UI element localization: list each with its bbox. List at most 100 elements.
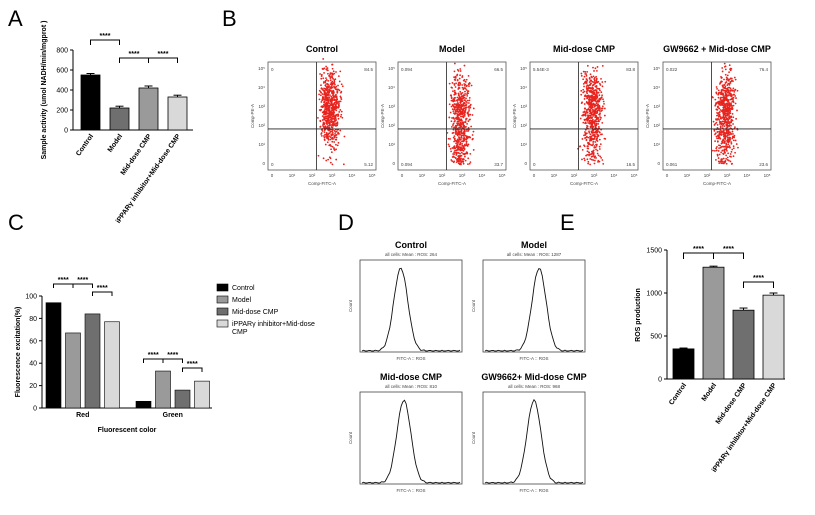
- event-dot: [469, 106, 472, 109]
- event-dot: [716, 153, 719, 156]
- event-dot: [466, 101, 468, 104]
- y-tick-label: 10²: [520, 123, 527, 128]
- event-dot: [730, 93, 732, 95]
- event-dot: [589, 107, 592, 109]
- event-dot: [462, 149, 465, 152]
- event-dot: [579, 145, 582, 148]
- x-axis-label: FITC-A :: ROS: [519, 356, 548, 361]
- event-dot: [448, 82, 451, 85]
- event-dot: [592, 108, 594, 111]
- event-dot: [461, 110, 464, 113]
- event-dot: [732, 133, 734, 135]
- event-dot: [586, 125, 589, 128]
- event-dot: [722, 108, 725, 111]
- event-dot: [336, 106, 339, 109]
- event-dot: [328, 90, 331, 93]
- event-dot: [723, 106, 726, 109]
- event-dot: [320, 134, 323, 137]
- event-dot: [717, 96, 720, 99]
- significance-label: ****: [58, 277, 69, 284]
- event-dot: [469, 161, 472, 164]
- event-dot: [719, 83, 721, 85]
- event-dot: [714, 98, 717, 101]
- quadrant-value: 0: [271, 162, 274, 167]
- event-dot: [447, 143, 450, 146]
- event-dot: [734, 95, 737, 97]
- event-dot: [454, 75, 457, 78]
- event-dot: [324, 133, 327, 136]
- event-dot: [594, 134, 596, 136]
- x-tick-label: 10⁵: [764, 173, 771, 178]
- event-dot: [334, 94, 337, 97]
- event-dot: [591, 150, 594, 153]
- event-dot: [716, 123, 719, 126]
- x-tick-label: 10¹: [419, 173, 426, 178]
- event-dot: [335, 119, 338, 121]
- event-dot: [728, 111, 731, 114]
- event-dot: [595, 77, 598, 80]
- quadrant-value: 83.8: [626, 67, 635, 72]
- event-dot: [589, 112, 591, 115]
- event-dot: [596, 149, 599, 152]
- event-dot: [732, 96, 735, 99]
- event-dot: [466, 151, 469, 154]
- x-tick-label: Mid-dose CMP: [120, 133, 154, 177]
- event-dot: [322, 58, 325, 60]
- event-dot: [333, 101, 336, 104]
- event-dot: [737, 146, 739, 149]
- event-dot: [716, 87, 718, 90]
- event-dot: [322, 96, 325, 98]
- event-dot: [321, 115, 324, 118]
- event-dot: [456, 96, 459, 99]
- event-dot: [722, 109, 725, 112]
- y-tick-label: 10⁵: [388, 66, 395, 71]
- legend-swatch: [216, 295, 229, 304]
- event-dot: [453, 99, 456, 102]
- event-dot: [461, 147, 463, 150]
- event-dot: [586, 64, 589, 67]
- event-dot: [458, 131, 461, 134]
- event-dot: [325, 121, 328, 123]
- event-dot: [594, 67, 597, 70]
- significance-bracket: [162, 358, 183, 363]
- event-dot: [726, 94, 729, 97]
- x-tick-label: Model: [701, 382, 718, 403]
- event-dot: [593, 155, 595, 158]
- legend-label: Mid-dose CMP: [232, 309, 279, 316]
- y-axis-label: Comp-PE-A: [645, 104, 650, 128]
- event-dot: [327, 139, 330, 141]
- event-dot: [333, 72, 336, 75]
- event-dot: [460, 154, 463, 157]
- event-dot: [324, 85, 327, 87]
- event-dot: [333, 123, 335, 125]
- event-dot: [591, 80, 594, 83]
- x-tick-label: 0: [666, 173, 669, 178]
- event-dot: [730, 142, 733, 145]
- event-dot: [598, 113, 601, 116]
- event-dot: [450, 159, 453, 161]
- event-dot: [584, 71, 587, 73]
- event-dot: [596, 152, 599, 155]
- event-dot: [452, 105, 455, 108]
- event-dot: [324, 125, 327, 128]
- event-dot: [718, 134, 721, 136]
- event-dot: [580, 93, 583, 96]
- event-dot: [325, 79, 328, 81]
- event-dot: [595, 139, 598, 141]
- event-dot: [713, 149, 716, 152]
- event-dot: [724, 145, 727, 148]
- event-dot: [600, 77, 602, 80]
- event-dot: [591, 99, 594, 102]
- event-dot: [724, 140, 726, 143]
- event-dot: [339, 129, 342, 132]
- event-dot: [329, 113, 331, 116]
- event-dot: [335, 113, 338, 116]
- event-dot: [472, 149, 475, 151]
- event-dot: [723, 131, 725, 134]
- histogram-line: [361, 267, 461, 352]
- event-dot: [455, 149, 458, 152]
- event-dot: [333, 134, 336, 137]
- event-dot: [602, 98, 604, 101]
- event-dot: [721, 125, 724, 127]
- event-dot: [580, 72, 583, 75]
